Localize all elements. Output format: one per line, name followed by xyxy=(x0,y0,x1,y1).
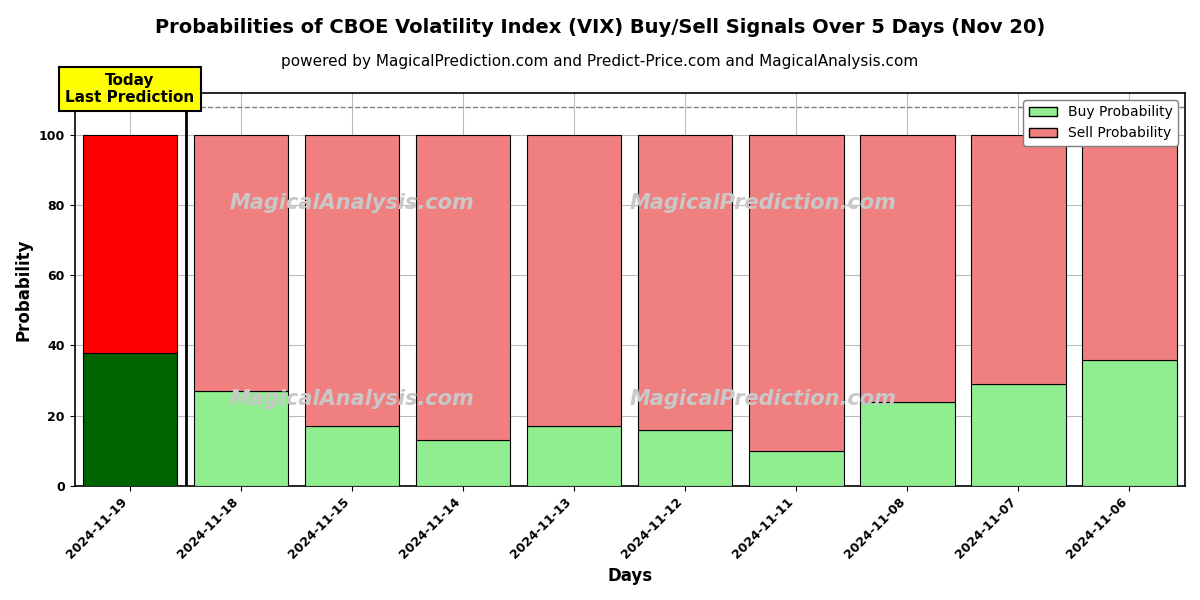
Bar xyxy=(749,451,844,486)
Text: MagicalAnalysis.com: MagicalAnalysis.com xyxy=(229,193,474,213)
Legend: Buy Probability, Sell Probability: Buy Probability, Sell Probability xyxy=(1024,100,1178,146)
Bar xyxy=(527,135,622,426)
Text: Today
Last Prediction: Today Last Prediction xyxy=(66,73,194,105)
Bar xyxy=(416,135,510,440)
Bar xyxy=(749,135,844,451)
Bar xyxy=(860,135,954,401)
Bar xyxy=(83,135,178,353)
Bar xyxy=(527,426,622,486)
Bar xyxy=(416,440,510,486)
Bar xyxy=(1082,359,1177,486)
Bar xyxy=(638,430,732,486)
Bar xyxy=(305,135,400,426)
Text: MagicalAnalysis.com: MagicalAnalysis.com xyxy=(229,389,474,409)
Y-axis label: Probability: Probability xyxy=(14,238,34,341)
Bar xyxy=(83,353,178,486)
Bar xyxy=(194,391,288,486)
Bar xyxy=(305,426,400,486)
Text: Probabilities of CBOE Volatility Index (VIX) Buy/Sell Signals Over 5 Days (Nov 2: Probabilities of CBOE Volatility Index (… xyxy=(155,18,1045,37)
Text: MagicalPrediction.com: MagicalPrediction.com xyxy=(630,193,896,213)
Text: powered by MagicalPrediction.com and Predict-Price.com and MagicalAnalysis.com: powered by MagicalPrediction.com and Pre… xyxy=(281,54,919,69)
Bar xyxy=(971,384,1066,486)
Bar xyxy=(638,135,732,430)
Bar xyxy=(860,401,954,486)
X-axis label: Days: Days xyxy=(607,567,653,585)
Bar xyxy=(194,135,288,391)
Bar xyxy=(1082,135,1177,359)
Text: MagicalPrediction.com: MagicalPrediction.com xyxy=(630,389,896,409)
Bar xyxy=(971,135,1066,384)
